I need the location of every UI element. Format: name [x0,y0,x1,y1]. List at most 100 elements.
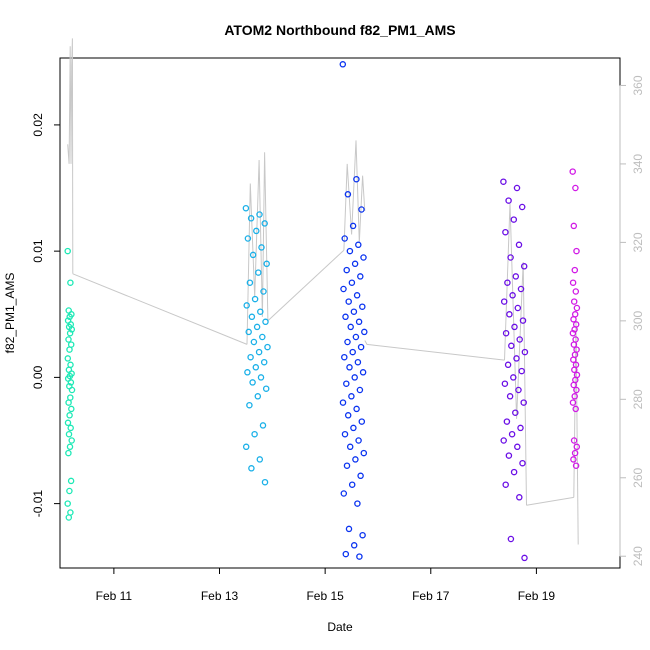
data-point [264,343,271,351]
data-point [340,285,347,293]
data-point [67,424,74,432]
data-point [355,318,363,326]
data-point [506,393,514,400]
line-segment-8 [526,496,574,506]
data-point [344,338,351,346]
data-point [66,346,73,353]
x-tick-label: Feb 11 [96,589,133,603]
data-point [352,456,359,463]
series-points [64,61,581,562]
data-point [357,273,364,280]
data-point [356,553,363,560]
data-point [242,443,250,451]
data-point [360,449,368,457]
data-point [351,260,359,268]
data-point [349,222,357,230]
data-point [246,279,254,286]
data-point [251,430,258,438]
x-tick-label: Feb 15 [306,589,344,603]
data-point [521,348,529,356]
data-point [501,380,509,387]
data-point [518,203,526,211]
data-point [570,298,578,305]
data-point [257,374,265,381]
data-point [247,215,255,222]
data-point [257,308,264,315]
y-axis-label: f82_PM1_AMS [3,273,17,354]
data-point [348,393,355,400]
data-point [341,430,349,438]
data-point [64,247,71,255]
data-point [361,328,368,336]
data-point [352,333,360,341]
data-point [518,367,525,375]
data-point [64,419,72,427]
data-point [509,292,516,299]
data-point [570,316,577,323]
data-point [65,514,73,521]
data-point [572,405,579,413]
data-point [517,424,524,432]
line-segment-6 [364,340,505,361]
data-point [569,279,577,286]
data-point [258,244,265,251]
y2-tick-label: 240 [631,546,645,566]
data-point [262,318,269,326]
data-point [500,298,508,305]
data-point [64,500,71,507]
data-point [505,197,512,204]
data-point [510,374,517,381]
data-point [249,251,257,259]
data-point [250,338,258,346]
data-point [342,313,349,321]
data-point [254,393,262,400]
data-point [345,298,352,305]
data-point [350,424,357,432]
data-point [344,412,352,419]
data-point [507,535,515,543]
data-point [350,542,358,549]
data-point [255,348,263,356]
data-point [357,343,365,351]
data-point [66,487,73,495]
data-point [67,379,75,386]
data-point [570,381,577,389]
data-point [259,333,266,341]
y2-tick-label: 260 [631,467,645,487]
data-point [502,481,509,488]
data-point [516,494,523,501]
data-point [514,304,522,312]
data-point [513,355,520,362]
data-point [571,393,578,400]
data-point [256,211,263,218]
x-tick-label: Feb 17 [412,589,450,603]
y-tick-label: -0.01 [31,490,45,518]
data-point [571,366,578,374]
data-point [353,405,360,413]
data-point [359,531,366,539]
y-tick-label: 0.00 [31,365,45,389]
data-point [358,418,366,425]
data-point [521,554,528,562]
data-point [511,323,518,331]
data-point [346,443,354,451]
data-point [510,216,518,223]
data-point [569,329,577,337]
data-point [573,304,581,312]
y2-tick-label: 340 [631,154,645,174]
data-point [502,228,509,236]
data-point [506,311,513,318]
data-point [342,550,350,558]
data-point [260,358,268,366]
data-point [249,379,256,386]
data-point [359,369,367,376]
data-point [360,254,367,261]
data-point [340,490,348,497]
data-point [570,437,578,444]
data-point [507,254,514,261]
data-point [351,374,358,381]
line-segment-4 [267,249,345,322]
data-point [573,247,580,255]
data-point [65,336,72,343]
data-point [572,462,580,469]
